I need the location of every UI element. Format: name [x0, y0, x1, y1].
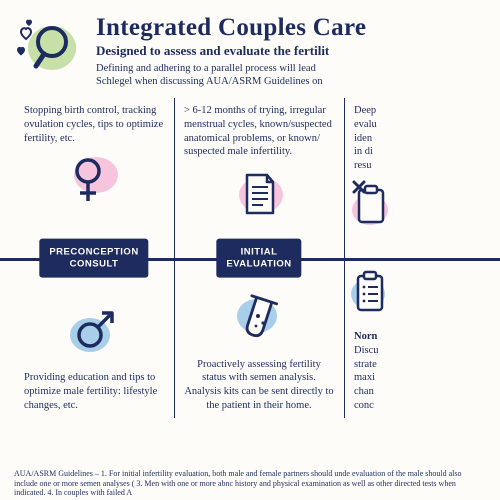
header: Integrated Couples Care Designed to asse…: [0, 0, 500, 94]
clipboard-list-icon: [350, 268, 476, 316]
male-icon: [24, 301, 164, 357]
cell-bottom-1: Providing education and tips to optimize…: [14, 256, 174, 418]
page-title: Integrated Couples Care: [96, 14, 486, 42]
clipboard-x-icon: [350, 178, 476, 228]
subtitle: Designed to assess and evaluate the fert…: [96, 43, 486, 59]
cell-top-2: > 6-12 months of trying, irregular menst…: [174, 98, 344, 256]
document-icon: [184, 165, 334, 223]
process-grid: PRECONCEPTION CONSULT INITIAL EVALUATION…: [14, 98, 486, 418]
cell-text: Providing education and tips to optimize…: [24, 371, 164, 412]
stage-initial-eval: INITIAL EVALUATION: [216, 239, 301, 278]
cell-bottom-2: Proactively assessing fertility status w…: [174, 256, 344, 418]
cell-top-3: Deep evalu iden in di resu: [344, 98, 486, 256]
intro-line-1: Defining and adhering to a parallel proc…: [96, 63, 316, 74]
intro-text: Defining and adhering to a parallel proc…: [96, 62, 486, 88]
cell-text: > 6-12 months of trying, irregular menst…: [184, 104, 334, 159]
stage-preconception: PRECONCEPTION CONSULT: [39, 239, 148, 278]
test-tube-icon: [184, 288, 334, 344]
cell-text: Norn Discu strate maxi chan conc: [354, 330, 476, 412]
cell-text: Stopping birth control, tracking ovulati…: [24, 104, 164, 145]
logo: [14, 14, 84, 84]
cell-text: Proactively assessing fertility status w…: [184, 358, 334, 413]
female-icon: [24, 151, 164, 211]
cell-bottom-3: Norn Discu strate maxi chan conc: [344, 256, 486, 418]
intro-line-2: Schlegel when discussing AUA/ASRM Guidel…: [96, 76, 323, 87]
footer-guidelines: AUA/ASRM Guidelines – 1. For initial inf…: [0, 465, 500, 500]
cell-top-1: Stopping birth control, tracking ovulati…: [14, 98, 174, 256]
cell-text: Deep evalu iden in di resu: [354, 104, 476, 172]
